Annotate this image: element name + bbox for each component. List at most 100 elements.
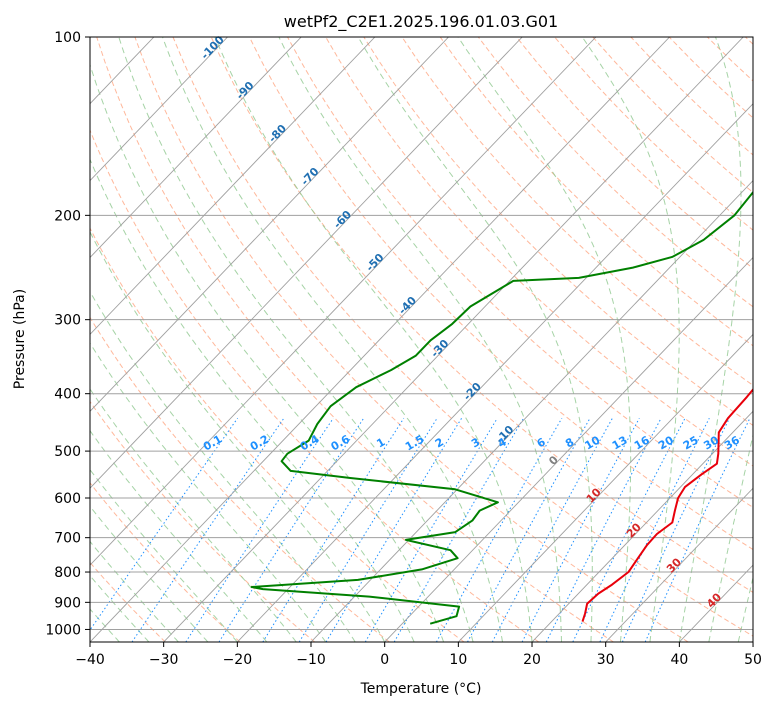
- isotherm: [384, 256, 753, 642]
- dry-adiabat: [325, 37, 753, 467]
- isotherm-label: -80: [266, 122, 289, 146]
- mixing-ratio-label: 0.6: [329, 432, 353, 453]
- dry-adiabat: [439, 37, 753, 347]
- mixing-ratio-label: 6: [535, 435, 548, 450]
- isotherm-label: -20: [461, 380, 484, 404]
- mixing-ratio-label: 36: [722, 433, 742, 452]
- moist-adiabat: [357, 37, 593, 642]
- y-tick-label: 500: [54, 444, 81, 460]
- mixing-ratio-line: [185, 417, 334, 642]
- moist-adiabat: [90, 230, 386, 642]
- y-tick-label: 400: [54, 387, 81, 403]
- dry-adiabat: [172, 37, 753, 637]
- isotherm: [458, 333, 753, 642]
- x-tick-label: 30: [597, 652, 615, 668]
- dry-adiabat: [210, 37, 753, 593]
- moist-adiabat: [90, 63, 445, 642]
- background-lines: [90, 37, 753, 642]
- y-tick-label: 600: [54, 491, 81, 507]
- mixing-ratio-label: 10: [582, 433, 602, 452]
- dewpoint-profile: [250, 190, 753, 625]
- isotherm-label: -90: [234, 79, 257, 103]
- moist-adiabat: [278, 37, 562, 642]
- dry-adiabat: [96, 37, 614, 642]
- moist-adiabat: [708, 432, 753, 642]
- y-tick-label: 300: [54, 313, 81, 329]
- mixing-ratio-line: [393, 417, 525, 642]
- mixing-ratio-label: 0.1: [201, 432, 224, 453]
- isotherm-label: 30: [664, 555, 684, 575]
- moist-adiabat: [162, 37, 504, 642]
- y-tick-label: 800: [54, 565, 81, 581]
- moist-adiabat: [90, 290, 356, 642]
- mixing-ratio-label: 16: [632, 433, 652, 452]
- moist-adiabat: [737, 575, 753, 642]
- mixing-ratio-label: 1.5: [403, 432, 426, 453]
- mixing-ratio-label: 0.4: [298, 432, 322, 453]
- x-tick-label: −10: [296, 652, 326, 668]
- mixing-ratio-label: 25: [681, 434, 701, 453]
- mixing-ratio-line: [467, 417, 591, 642]
- isotherm: [237, 103, 753, 642]
- dry-adiabat: [287, 37, 753, 508]
- mixing-ratio-line: [491, 417, 613, 642]
- dry-adiabat: [477, 37, 753, 308]
- isotherm: [752, 641, 753, 642]
- x-tick-label: 10: [449, 652, 467, 668]
- x-tick-label: 20: [523, 652, 541, 668]
- moist-adiabat: [457, 37, 632, 642]
- moist-adiabat: [90, 342, 327, 642]
- y-tick-label: 900: [54, 595, 81, 611]
- dry-adiabat: [90, 128, 540, 642]
- mixing-ratio-line: [218, 417, 365, 642]
- temperature-profile: [581, 387, 753, 622]
- dry-adiabat: [90, 561, 166, 642]
- moist-adiabat: [581, 37, 680, 642]
- isotherm-label: -70: [298, 165, 321, 189]
- mixing-ratio-label: 1: [374, 435, 387, 450]
- isotherm: [90, 37, 597, 566]
- mixing-ratio-line: [545, 417, 662, 642]
- dry-adiabat: [401, 37, 753, 386]
- mixing-ratio-line: [644, 417, 751, 642]
- dry-adiabat: [706, 37, 753, 82]
- dry-adiabat: [90, 316, 390, 642]
- moist-adiabat: [678, 37, 742, 642]
- isotherm-label: 0: [546, 453, 561, 468]
- isotherm: [310, 179, 753, 642]
- x-tick-label: −30: [149, 652, 179, 668]
- moist-adiabat: [118, 37, 474, 642]
- dry-adiabat: [90, 482, 241, 642]
- moist-adiabat: [90, 468, 238, 642]
- isotherm: [163, 37, 744, 642]
- isotherm: [90, 37, 302, 259]
- dry-adiabat: [248, 37, 753, 551]
- chart-title: wetPf2_C2E1.2025.196.01.03.G01: [284, 12, 558, 32]
- mixing-ratio-label: 8: [563, 435, 576, 450]
- isotherm-label: 40: [704, 590, 724, 610]
- moist-adiabat: [90, 388, 297, 642]
- y-tick-label: 1000: [45, 622, 81, 638]
- isotherm: [605, 487, 753, 642]
- dry-adiabat: [90, 400, 316, 642]
- sounding-profiles: [250, 190, 753, 625]
- dry-adiabat: [363, 37, 753, 426]
- moist-adiabat: [214, 37, 533, 642]
- x-tick-label: −40: [75, 652, 105, 668]
- mixing-ratio-line: [621, 417, 730, 642]
- isotherm: [90, 37, 670, 642]
- y-tick-label: 100: [54, 30, 81, 46]
- isotherm-label: -40: [396, 294, 419, 318]
- mixing-ratio-line: [435, 417, 563, 642]
- x-tick-label: 40: [670, 652, 688, 668]
- moist-adiabat: [90, 429, 268, 642]
- plot-frame: [89, 36, 754, 643]
- isotherm: [531, 410, 753, 642]
- dry-adiabat: [745, 37, 753, 45]
- isotherm-label: -60: [331, 208, 354, 232]
- mixing-ratio-label: 13: [610, 434, 630, 453]
- mixing-ratio-line: [364, 417, 498, 642]
- x-tick-label: 0: [380, 652, 389, 668]
